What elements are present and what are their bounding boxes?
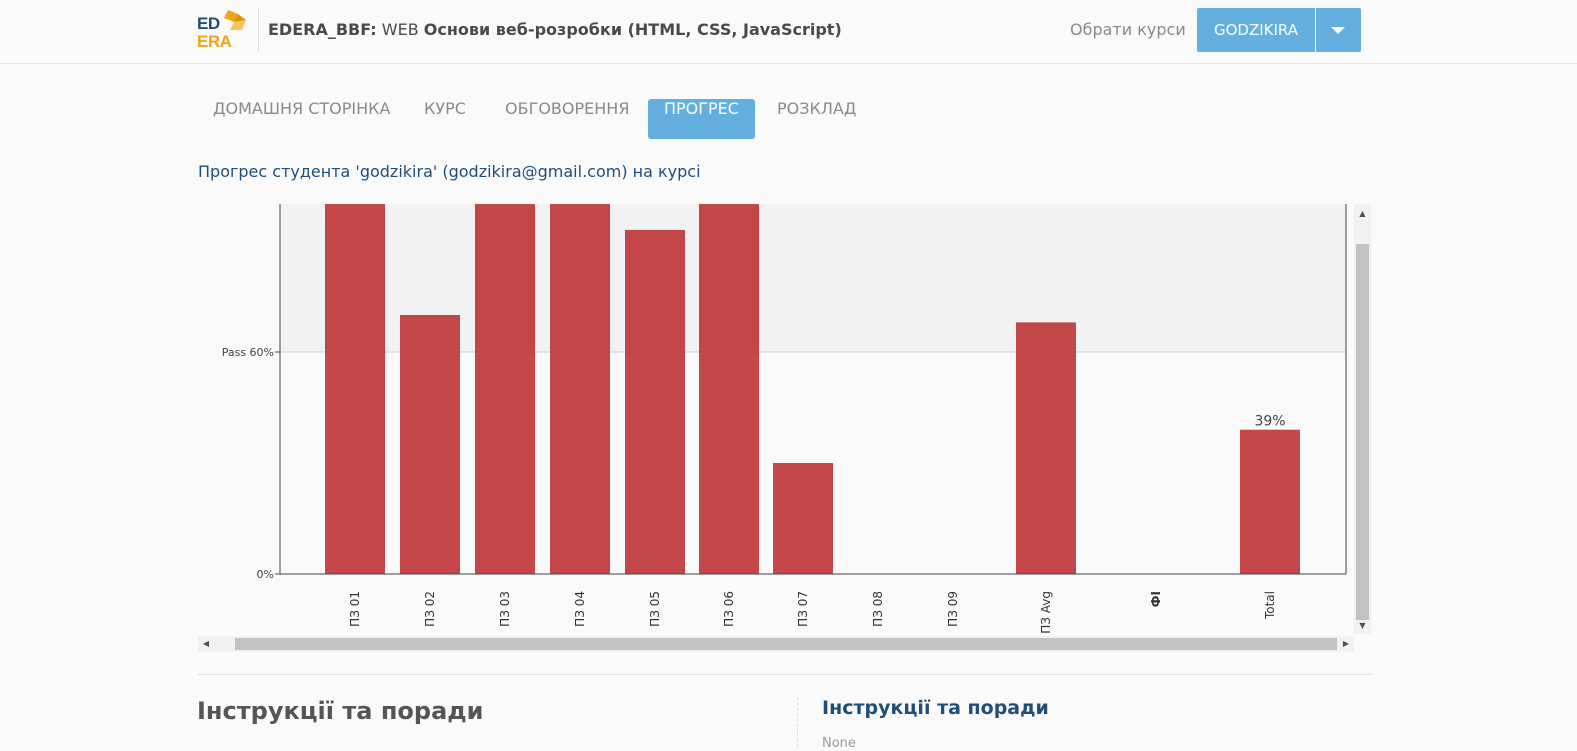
x-tick-label-9: ПЗ Avg [1039, 591, 1053, 634]
logo-separator [258, 8, 259, 52]
scroll-right-icon[interactable]: ▶ [1342, 639, 1350, 648]
x-tick-label-0: ПЗ 01 [348, 591, 362, 627]
course-code: WEB [376, 20, 424, 39]
bar-0 [325, 204, 385, 574]
user-menu-button[interactable]: GODZIKIRA [1197, 8, 1315, 52]
x-tick-label-2: ПЗ 03 [498, 591, 512, 627]
horizontal-scroll-thumb[interactable] [235, 638, 1337, 650]
x-tick-label-3: ПЗ 04 [573, 591, 587, 627]
progress-chart: ПЗ 01 ПЗ 02 ПЗ 03 ПЗ 04 ПЗ 05 ПЗ 06 ПЗ 07 ПЗ 08… [222, 204, 1347, 634]
chart-horizontal-scrollbar[interactable]: ◀ ▶ [198, 636, 1354, 652]
logo-mark-icon [224, 10, 246, 30]
bar-1 [400, 315, 460, 574]
data-label-11: 39% [1254, 414, 1285, 430]
progress-chart-container: ПЗ 01 ПЗ 02 ПЗ 03 ПЗ 04 ПЗ 05 ПЗ 06 ПЗ 07 ПЗ 08… [198, 204, 1371, 652]
instructions-sidebar-text: None [822, 736, 856, 751]
tab-progress[interactable]: ПРОГРЕС [648, 99, 755, 139]
instructions-heading: Інструкції та поради [197, 697, 484, 725]
user-dropdown-toggle[interactable] [1316, 8, 1361, 52]
tab-home[interactable]: ДОМАШНЯ СТОРІНКА [213, 99, 391, 118]
course-org: EDERA_BBF: [268, 20, 377, 39]
y-tick-label-1: Pass 60% [222, 346, 274, 359]
x-tick-label-10: ФІ [1149, 591, 1163, 607]
chart-vertical-scrollbar[interactable]: ▲ ▼ [1354, 204, 1371, 634]
x-tick-label-6: ПЗ 07 [796, 591, 810, 627]
progress-description: Прогрес студента 'godzikira' (godzikira@… [198, 162, 701, 181]
bar-11 [1240, 429, 1300, 574]
scroll-down-icon[interactable]: ▼ [1359, 621, 1366, 630]
scroll-up-icon[interactable]: ▲ [1359, 209, 1366, 218]
instructions-sidebar-heading: Інструкції та поради [822, 697, 1049, 719]
scroll-left-icon[interactable]: ◀ [202, 639, 210, 648]
bar-6 [773, 463, 833, 574]
bar-5 [699, 204, 759, 574]
logo-top-text: ED [197, 14, 220, 33]
bar-9 [1016, 322, 1076, 574]
bar-4 [625, 229, 685, 574]
tab-course[interactable]: КУРС [424, 99, 466, 118]
site-header: ED ERA EDERA_BBF: WEB Основи веб-розробк… [0, 0, 1577, 64]
logo-bottom-text: ERA [197, 32, 232, 51]
x-tick-label-7: ПЗ 08 [871, 591, 885, 627]
section-divider [198, 674, 1371, 675]
chevron-down-icon [1331, 27, 1345, 34]
x-tick-label-4: ПЗ 05 [648, 591, 662, 627]
bar-3 [550, 204, 610, 574]
bar-2 [475, 204, 535, 574]
course-name: Основи веб-розробки (HTML, CSS, JavaScri… [423, 20, 842, 39]
x-tick-label-1: ПЗ 02 [423, 591, 437, 627]
y-tick-label-0: 0% [257, 568, 274, 581]
tab-schedule[interactable]: РОЗКЛАД [777, 99, 857, 118]
x-tick-label-11: Total [1263, 591, 1277, 620]
x-tick-label-5: ПЗ 06 [722, 591, 736, 627]
x-tick-label-8: ПЗ 09 [946, 591, 960, 627]
column-divider [797, 697, 798, 747]
vertical-scroll-thumb[interactable] [1356, 244, 1369, 620]
tab-discussion[interactable]: ОБГОВОРЕННЯ [505, 99, 630, 118]
course-title: EDERA_BBF: WEB Основи веб-розробки (HTML… [268, 20, 842, 39]
edera-logo[interactable]: ED ERA [197, 8, 249, 54]
choose-courses-link[interactable]: Обрати курси [1070, 20, 1186, 39]
